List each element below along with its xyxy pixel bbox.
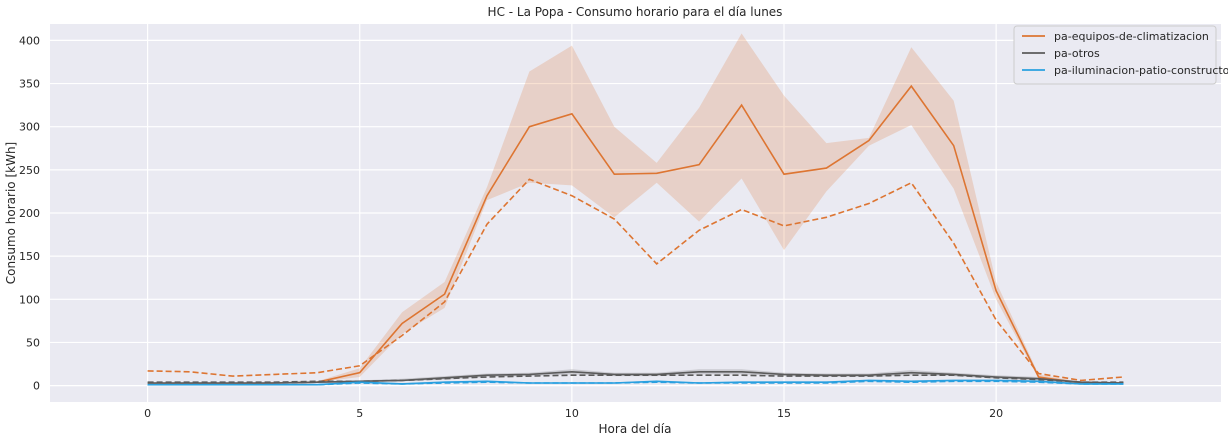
x-tick-label: 10 <box>565 407 579 420</box>
series-lines <box>147 84 1124 386</box>
y-tick-label: 400 <box>19 34 40 47</box>
legend-label: pa-otros <box>1054 47 1100 60</box>
x-tick-label: 5 <box>356 407 363 420</box>
y-tick-label: 50 <box>26 336 40 349</box>
legend: pa-equipos-de-climatizacion pa-otros pa-il… <box>1013 25 1228 85</box>
legend-label: pa-equipos-de-climatizacion <box>1054 30 1209 43</box>
series-line-3 <box>147 379 1124 386</box>
y-tick-label: 200 <box>19 207 40 220</box>
confidence-band-1 <box>147 33 1124 384</box>
y-tick-label: 300 <box>19 121 40 134</box>
legend-box <box>1013 25 1217 85</box>
y-tick-label: 250 <box>19 164 40 177</box>
grid <box>50 24 1221 402</box>
y-tick-label: 0 <box>33 380 40 393</box>
reference-line-1 <box>147 178 1124 382</box>
y-tick-label: 150 <box>19 250 40 263</box>
x-tick-label: 0 <box>144 407 151 420</box>
chart-title: HC - La Popa - Consumo horario para el d… <box>488 5 783 19</box>
x-tick-label: 20 <box>989 407 1003 420</box>
series-line-2 <box>147 370 1124 384</box>
tick-labels: 0 50 100 150 200 250 300 350 400 0 5 10 15 20 <box>19 34 1003 420</box>
y-tick-label: 350 <box>19 78 40 91</box>
x-tick-label: 15 <box>777 407 791 420</box>
y-tick-label: 100 <box>19 293 40 306</box>
legend-label: pa-iluminacion-patio-constructor <box>1054 64 1228 77</box>
x-axis-label: Hora del día <box>599 422 672 436</box>
y-axis-label: Consumo horario [kWh] <box>4 142 18 284</box>
